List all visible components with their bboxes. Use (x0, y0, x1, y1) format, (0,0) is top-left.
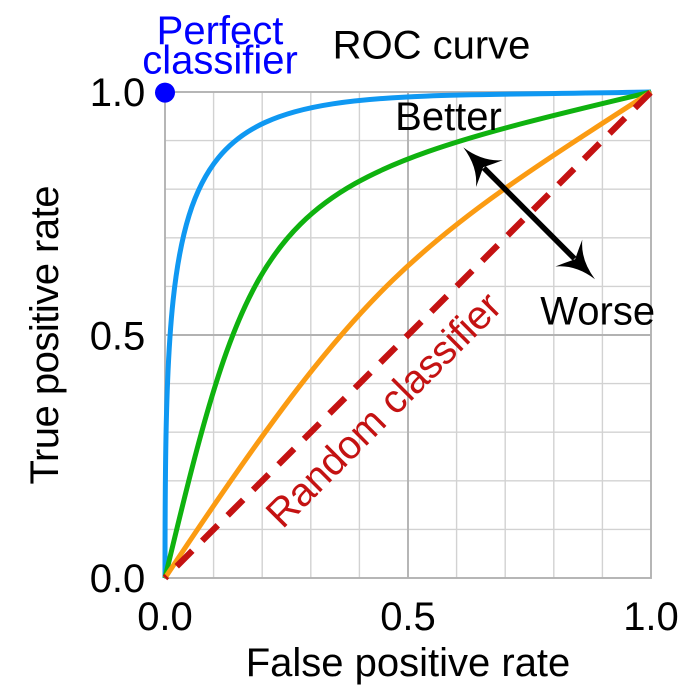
svg-text:False positive rate: False positive rate (246, 641, 571, 685)
svg-text:0.5: 0.5 (380, 595, 436, 639)
svg-text:0.0: 0.0 (90, 557, 146, 601)
svg-text:Perfect: Perfect (157, 9, 284, 53)
svg-text:Worse: Worse (540, 290, 655, 334)
svg-text:0.5: 0.5 (90, 315, 146, 359)
svg-text:Better: Better (395, 95, 502, 139)
svg-text:1.0: 1.0 (90, 71, 146, 115)
svg-text:1.0: 1.0 (623, 595, 679, 639)
svg-text:ROC curve: ROC curve (333, 24, 531, 68)
svg-text:classifier: classifier (142, 39, 298, 83)
svg-text:0.0: 0.0 (137, 595, 193, 639)
svg-text:True positive rate: True positive rate (23, 186, 67, 485)
